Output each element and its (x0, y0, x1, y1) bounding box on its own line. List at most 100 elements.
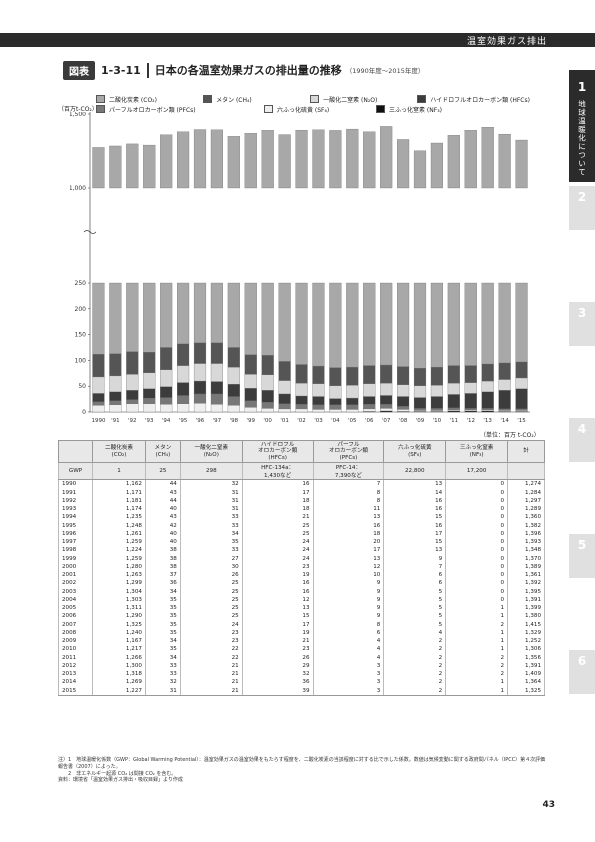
bar-segment (227, 383, 240, 397)
x-tick-label: '09 (416, 418, 425, 424)
value-cell: 3 (312, 686, 385, 696)
chapter-tab-active[interactable]: 1 地球温暖化について (569, 70, 595, 182)
x-tick-label: '01 (280, 418, 289, 424)
bar-segment-co2-upper (464, 130, 477, 189)
axis-break-mark (83, 230, 97, 234)
value-cell: 23 (179, 628, 243, 638)
value-cell: 25 (179, 612, 243, 621)
bar-segment (92, 376, 105, 394)
bar-segment (193, 342, 207, 364)
bar-segment (109, 375, 122, 393)
legend-item: 一酸化二窒素 (N₂O) (310, 95, 417, 104)
table-row: 2010 1,217 35 22 23 4 2 1 1,306 (57, 645, 545, 654)
legend-item: 六ふっ化硫黄 (SF₆) (264, 105, 376, 114)
value-cell: 1,274 (507, 479, 545, 489)
value-cell: 15 (241, 612, 314, 621)
value-cell: 2 (383, 686, 447, 696)
bar-segment (92, 393, 105, 402)
bar-segment (346, 404, 359, 410)
bar-segment (193, 403, 207, 413)
chapter-tab-3[interactable]: 3 (569, 302, 595, 346)
bar-segment (397, 406, 410, 410)
year-cell: 2008 (57, 628, 94, 638)
chapter-tab-6[interactable]: 6 (569, 650, 595, 694)
chapter-tab-4[interactable]: 4 (569, 418, 595, 462)
chapter-tab-5[interactable]: 5 (569, 534, 595, 578)
bar-segment (278, 408, 291, 413)
bar-segment (210, 404, 223, 413)
year-cell: 2007 (57, 620, 94, 629)
value-cell: 12 (312, 562, 385, 572)
bar-segment (413, 367, 427, 386)
figure-title: 図表 1-3-11 日本の各温室効果ガスの排出量の推移 （1990年度～2015… (63, 60, 424, 80)
bar-segment-co2-upper (109, 145, 122, 189)
value-cell: 1,284 (507, 488, 545, 497)
bar-segment (210, 381, 223, 395)
year-cell: 2000 (57, 562, 94, 572)
value-cell: 16 (312, 521, 385, 530)
bar-segment (329, 367, 342, 386)
bar-segment (126, 403, 139, 413)
value-cell: 1,269 (92, 678, 146, 687)
bar-segment (312, 365, 325, 384)
bar-segment (278, 361, 291, 381)
table-row: 2003 1,304 34 25 16 9 5 0 1,395 (57, 587, 545, 596)
bar-segment (312, 383, 325, 397)
bar-segment (363, 404, 376, 410)
value-cell: 1 (445, 645, 509, 654)
bar-segment (380, 408, 393, 412)
chapter-tab-3-number: 3 (577, 306, 587, 320)
bar-segment-co2-upper (227, 136, 240, 189)
year-cell: 2014 (57, 678, 94, 687)
bar-segment (177, 343, 190, 366)
bar-segment (346, 385, 359, 399)
year-cell: 1994 (57, 513, 94, 522)
chart-legend: 二酸化炭素 (CO₂) メタン (CH₄) 一酸化二窒素 (N₂O) ハイドロフルオロ… (96, 94, 551, 114)
value-cell: 25 (179, 587, 243, 596)
bar-segment (227, 396, 240, 406)
value-cell: 0 (445, 496, 509, 506)
bar-segment-co2-upper (92, 147, 105, 189)
value-cell: 1,393 (507, 538, 545, 547)
value-cell: 38 (144, 546, 181, 555)
page-number: 43 (542, 800, 555, 810)
value-cell: 2 (445, 653, 509, 662)
table-row: 1990 1,162 44 32 16 7 13 0 1,274 (57, 479, 545, 489)
year-cell: 2002 (57, 579, 94, 588)
year-cell: 1996 (57, 529, 94, 539)
bar-segment (363, 408, 376, 412)
value-cell: 23 (179, 637, 243, 646)
value-cell: 1,380 (507, 612, 545, 621)
bar-segment-co2 (447, 282, 460, 366)
value-cell: 35 (144, 645, 181, 654)
bar-segment (177, 382, 190, 396)
value-cell: 1,304 (92, 587, 146, 596)
bar-segment (92, 401, 105, 406)
value-cell: 24 (241, 546, 314, 555)
value-cell: 1 (445, 637, 509, 646)
chapter-tab-2[interactable]: 2 (569, 186, 595, 230)
value-cell: 22 (179, 653, 243, 662)
year-cell: 2006 (57, 612, 94, 621)
value-cell: 3 (312, 678, 385, 687)
bar-segment-co2 (413, 282, 427, 369)
bar-segment-co2-upper (346, 128, 359, 189)
value-cell: 15 (383, 513, 447, 522)
emissions-table: 二酸化炭素 (CO₂) メタン (CH₄) 一酸化二窒素 (N₂O) ハイドロフル オロカーボ… (57, 439, 545, 696)
value-cell: 1,259 (92, 538, 146, 547)
year-cell: 2001 (57, 571, 94, 580)
bar-segment (126, 374, 139, 391)
y-tick-label: 0 (82, 409, 86, 416)
x-tick-label: '14 (500, 418, 509, 424)
bar-segment (515, 388, 528, 410)
bar-segment-co2-upper (413, 150, 427, 189)
x-tick-label: '10 (433, 418, 442, 424)
chapter-tab-5-number: 5 (577, 538, 587, 552)
value-cell: 8 (312, 496, 385, 506)
x-tick-label: '95 (179, 418, 188, 424)
value-cell: 1,289 (507, 505, 545, 514)
table-header-cell: 六ふっ化硫黄 (SF₆) (383, 439, 447, 464)
value-cell: 1,299 (92, 579, 146, 588)
bar-segment-co2 (464, 282, 477, 366)
bar-segment (464, 408, 477, 411)
